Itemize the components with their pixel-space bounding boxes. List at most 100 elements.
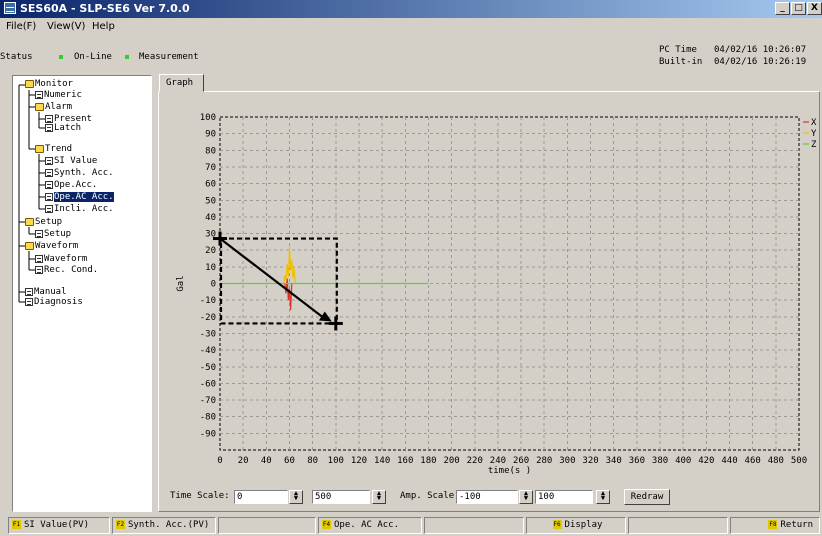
legend-label-x: X [811, 118, 817, 128]
x-tick-label: 220 [467, 456, 483, 466]
redraw-button[interactable]: Redraw [624, 489, 670, 505]
maximize-button[interactable]: □ [791, 2, 806, 15]
x-tick-label: 460 [745, 456, 761, 466]
x-tick-label: 20 [238, 456, 249, 466]
tree-item-synth-acc[interactable]: Synth. Acc. [45, 168, 114, 179]
document-icon [25, 287, 33, 296]
tree-connector-lines [18, 84, 45, 303]
f2-button[interactable]: F2 Synth. Acc.(PV) [112, 517, 216, 534]
tree-item-manual[interactable]: Manual [25, 287, 67, 298]
amp-scale-from-input[interactable]: -100 [456, 490, 518, 504]
zoom-selection-box [219, 237, 338, 325]
document-icon [25, 297, 33, 306]
document-icon [45, 114, 53, 123]
f4-button[interactable]: F4 Ope. AC Acc. [318, 517, 422, 534]
f7-slot [628, 517, 728, 534]
tree-item-si-value[interactable]: SI Value [45, 156, 97, 167]
f8-button[interactable]: F8 Return [730, 517, 820, 534]
y-tick-label: 30 [205, 230, 216, 240]
tree-item-trend[interactable]: Trend [35, 144, 72, 155]
x-tick-label: 380 [652, 456, 668, 466]
time-scale-from-spinner[interactable]: ▲ ▼ [289, 490, 303, 504]
x-tick-label: 60 [284, 456, 295, 466]
y-tick-label: -20 [200, 313, 216, 323]
document-icon [35, 90, 43, 99]
online-indicator-icon [59, 55, 63, 59]
document-icon [35, 229, 43, 238]
x-tick-label: 0 [217, 456, 222, 466]
time-scale-to-spinner[interactable]: ▲ ▼ [372, 490, 386, 504]
folder-open-icon [25, 79, 34, 88]
menu-view[interactable]: View(V) [47, 21, 86, 32]
tree-item-setup[interactable]: Setup [35, 229, 71, 240]
legend-label-y: Y [811, 129, 817, 139]
amp-scale-to-input[interactable]: 100 [535, 490, 593, 504]
tree-item-alarm[interactable]: Alarm [35, 102, 72, 113]
tree-item-rec-cond[interactable]: Rec. Cond. [35, 265, 98, 276]
time-scale-label: Time Scale: [170, 491, 230, 501]
tree-item-waveform[interactable]: Waveform [35, 254, 87, 265]
document-icon [45, 123, 53, 132]
y-tick-label: 70 [205, 163, 216, 173]
menu-help[interactable]: Help [92, 21, 115, 32]
menu-file[interactable]: File(F) [6, 21, 37, 32]
tree-item-setup-folder[interactable]: Setup [25, 217, 62, 228]
function-key-bar: F1 SI Value(PV) F2 Synth. Acc.(PV) F4 Ope. … [0, 515, 822, 536]
f6-button[interactable]: F6 Display [526, 517, 626, 534]
tree-item-waveform-folder[interactable]: Waveform [25, 241, 78, 252]
y-tick-label: -50 [200, 363, 216, 373]
document-icon [45, 156, 53, 165]
x-tick-label: 500 [791, 456, 807, 466]
x-tick-label: 140 [374, 456, 390, 466]
f3-slot [218, 517, 316, 534]
x-tick-label: 120 [351, 456, 367, 466]
document-icon [45, 180, 53, 189]
series-line-x [284, 278, 293, 311]
x-tick-label: 440 [721, 456, 737, 466]
x-tick-label: 180 [420, 456, 436, 466]
tree-item-ope-acc[interactable]: Ope.Acc. [45, 180, 97, 191]
amp-scale-to-spinner[interactable]: ▲ ▼ [596, 490, 610, 504]
minimize-button[interactable]: _ [775, 2, 790, 15]
amp-scale-from-spinner[interactable]: ▲ ▼ [519, 490, 533, 504]
f1-button[interactable]: F1 SI Value(PV) [8, 517, 110, 534]
y-tick-label: 0 [211, 280, 216, 290]
time-scale-from-input[interactable]: 0 [234, 490, 288, 504]
document-icon [45, 168, 53, 177]
y-tick-label: 50 [205, 196, 216, 206]
time-scale-to-input[interactable]: 500 [312, 490, 370, 504]
y-tick-label: -10 [200, 296, 216, 306]
tree-item-numeric[interactable]: Numeric [35, 90, 82, 101]
y-tick-label: 90 [205, 130, 216, 140]
f6-key-icon: F6 [552, 520, 562, 529]
x-tick-label: 480 [768, 456, 784, 466]
menu-bar: File(F) View(V) Help [0, 19, 822, 35]
x-tick-label: 360 [629, 456, 645, 466]
f5-slot [424, 517, 524, 534]
measurement-indicator-icon [125, 55, 129, 59]
status-label: Status [0, 52, 33, 62]
folder-open-icon [35, 144, 44, 153]
tree-item-ope-ac-acc[interactable]: Ope.AC Acc. [45, 192, 114, 203]
clock-panel: PC Time 04/02/16 10:26:07 Built-in 04/02/1… [659, 44, 806, 68]
builtin-time-value: 04/02/16 10:26:19 [714, 57, 807, 67]
document-icon [35, 265, 43, 274]
zoom-drag-arrow [219, 237, 327, 321]
online-status: On-Line [74, 52, 112, 62]
y-tick-label: -40 [200, 346, 216, 356]
f1-key-icon: F1 [12, 520, 21, 529]
tree-item-present[interactable]: Present [45, 114, 92, 125]
close-button[interactable]: X [807, 2, 822, 15]
measurement-status: Measurement [139, 52, 199, 62]
tree-item-latch[interactable]: Latch [45, 123, 81, 134]
x-tick-label: 160 [397, 456, 413, 466]
y-tick-label: 80 [205, 146, 216, 156]
tree-item-incli-acc[interactable]: Incli. Acc. [45, 204, 114, 215]
document-icon [35, 254, 43, 263]
tree-item-monitor[interactable]: Monitor [25, 79, 73, 90]
tab-graph[interactable]: Graph [159, 74, 204, 92]
x-tick-label: 200 [443, 456, 459, 466]
f2-key-icon: F2 [116, 520, 125, 529]
x-tick-label: 300 [559, 456, 575, 466]
tree-item-diagnosis[interactable]: Diagnosis [25, 297, 83, 308]
